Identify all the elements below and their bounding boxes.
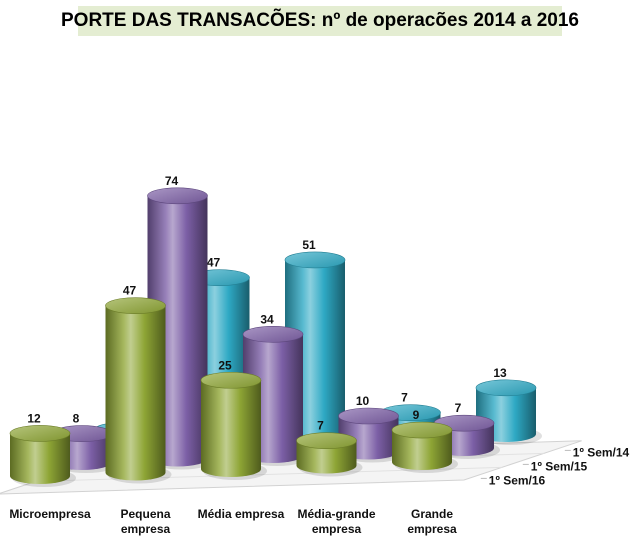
data-label: 7	[317, 419, 324, 433]
data-label: 51	[302, 238, 316, 252]
bar	[105, 297, 172, 484]
data-label: 47	[207, 256, 221, 270]
data-label: 7	[401, 391, 408, 405]
chart-title: PORTE DAS TRANSACÕES: nº de operacões 20…	[61, 10, 580, 31]
data-label: 47	[123, 284, 137, 298]
chart-bars: 547517138743410712472579	[9, 174, 542, 487]
series-label: 1º Sem/14	[573, 445, 630, 459]
data-label: 25	[218, 358, 232, 372]
series-label: 1º Sem/16	[489, 473, 546, 487]
category-label: Grande empresa	[407, 507, 457, 536]
bar	[391, 421, 458, 473]
data-label: 8	[73, 412, 80, 426]
category-label: Pequena empresa	[120, 507, 170, 536]
data-label: 7	[455, 401, 462, 415]
data-label: 13	[493, 366, 507, 380]
data-label: 34	[260, 312, 274, 326]
category-label: Média-grande empresa	[297, 507, 375, 536]
bar	[296, 432, 363, 477]
chart-title-box: PORTE DAS TRANSACÕES: nº de operacões 20…	[61, 6, 579, 36]
data-label: 12	[27, 411, 41, 425]
bar	[9, 425, 76, 487]
data-label: 9	[413, 408, 420, 422]
series-label: 1º Sem/15	[531, 459, 588, 473]
bar	[200, 371, 267, 480]
category-label: Média empresa	[198, 507, 285, 521]
category-labels: Microempresa Pequena empresa Média empresa M…	[9, 507, 457, 536]
data-label: 10	[356, 394, 370, 408]
category-label: Microempresa	[9, 507, 91, 521]
data-label: 74	[165, 174, 179, 188]
